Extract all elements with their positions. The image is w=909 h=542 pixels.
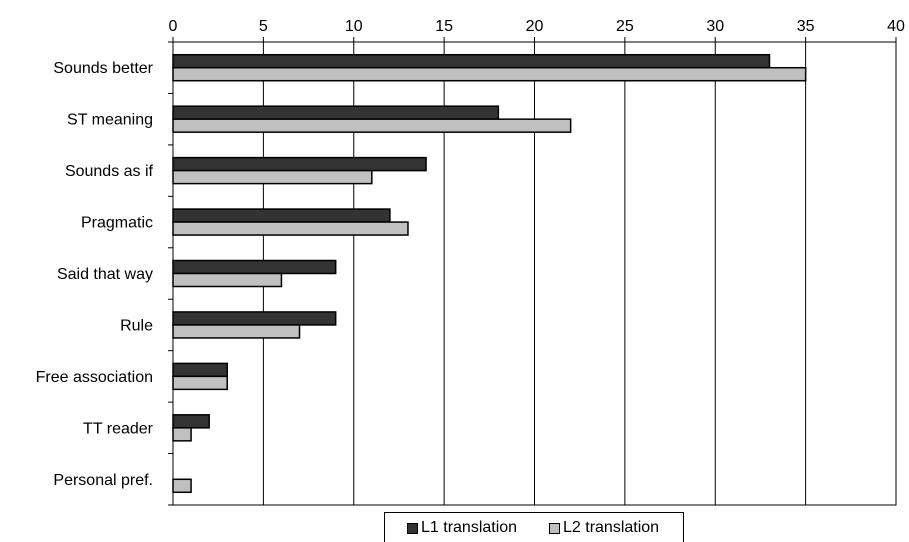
category-label: Rule — [120, 317, 153, 334]
bar-l2 — [172, 375, 228, 391]
legend-label-l2: L2 translation — [563, 519, 660, 536]
bar-l2 — [172, 221, 409, 236]
legend-label-l1: L1 translation — [421, 519, 518, 536]
bar-l1 — [172, 311, 337, 326]
category-label: Personal pref. — [53, 472, 153, 489]
bar-l1 — [172, 208, 391, 223]
bar-l2 — [172, 66, 807, 82]
x-tick-label: 10 — [345, 18, 363, 35]
bar-chart: 0 5 10 15 20 25 30 35 40 Sounds better ST meaning S… — [36, 18, 905, 506]
category-label: ST meaning — [67, 112, 153, 129]
x-tick-label: 0 — [169, 18, 178, 35]
category-label: TT reader — [83, 420, 154, 437]
bar-l2 — [172, 324, 301, 339]
legend-item-l1: L1 translation — [407, 519, 517, 537]
x-tick-label: 30 — [706, 18, 724, 35]
x-tick-label: 25 — [616, 18, 634, 35]
bar-l1 — [172, 414, 210, 429]
bar-l2 — [172, 272, 283, 288]
legend-item-l2: L2 translation — [549, 519, 659, 537]
bar-l1 — [172, 259, 337, 275]
bar-l1 — [172, 362, 228, 378]
bar-l2 — [172, 118, 572, 133]
category-label: Sounds better — [53, 60, 153, 77]
category-label: Sounds as if — [65, 163, 154, 180]
bar-l1 — [172, 53, 771, 69]
legend-swatch-l1 — [407, 522, 418, 534]
category-label: Pragmatic — [81, 215, 153, 232]
legend: L1 translation L2 translation — [384, 512, 684, 542]
x-tick-label: 5 — [259, 18, 268, 35]
bar-l1 — [172, 156, 427, 172]
x-tick-label: 35 — [797, 18, 815, 35]
bar-l1 — [172, 105, 500, 120]
x-tick-label: 40 — [887, 18, 905, 35]
category-label: Said that way — [57, 266, 153, 283]
x-tick-label: 15 — [435, 18, 453, 35]
legend-swatch-l2 — [549, 522, 560, 534]
bar-l2 — [172, 169, 373, 185]
bar-l2 — [172, 427, 192, 442]
x-tick-label: 20 — [526, 18, 544, 35]
category-label: Free association — [36, 369, 153, 386]
bar-l2 — [172, 478, 192, 494]
